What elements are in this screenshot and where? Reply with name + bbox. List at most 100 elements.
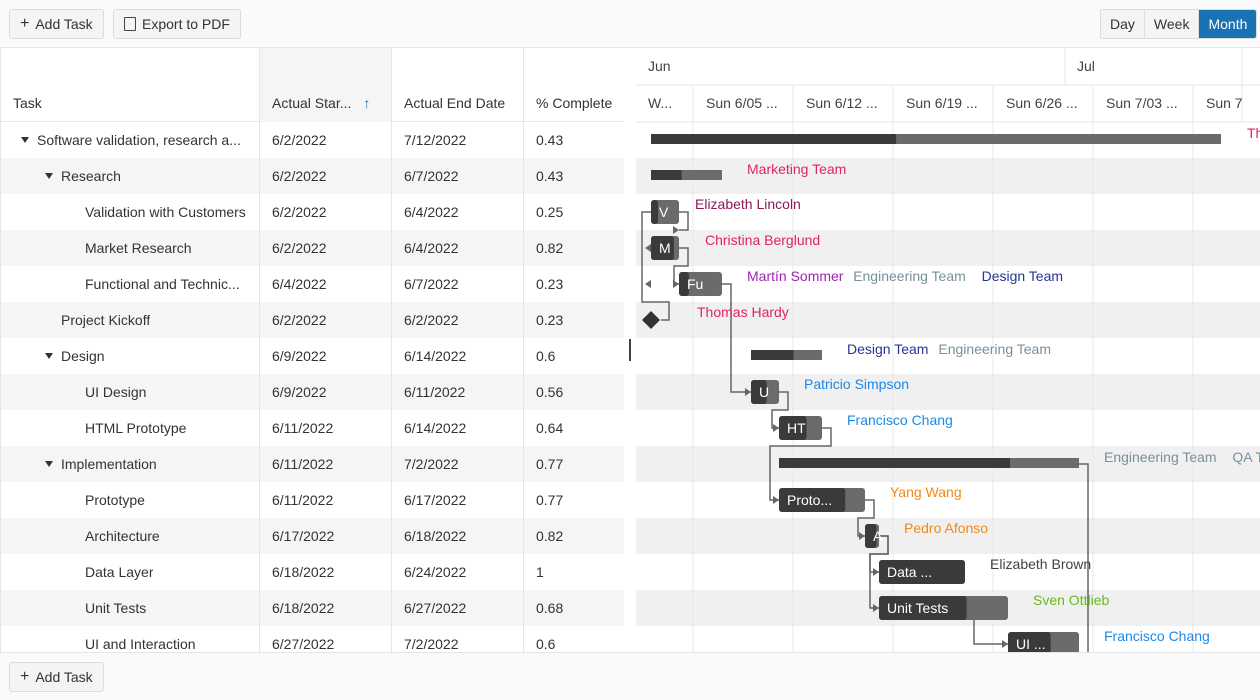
pdf-file-icon [124,17,136,31]
percent-complete-cell: 0.43 [536,168,564,184]
dependency-arrow [773,424,779,432]
resource-label: Engineering Team [853,268,966,284]
expand-toggle-icon[interactable] [21,137,29,143]
week-label: Sun 6/05 ... [706,95,778,111]
add-task-label: Add Task [35,669,93,685]
table-row[interactable]: Unit Tests 6/18/2022 6/27/2022 0.68 [1,590,624,626]
resource-label: QA Te [1232,449,1260,465]
timeline-row-band [636,302,1260,338]
table-row[interactable]: Data Layer 6/18/2022 6/24/2022 1 [1,554,624,590]
task-bar-progress [879,560,965,584]
expand-toggle-icon[interactable] [45,461,53,467]
start-date-cell: 6/11/2022 [260,446,392,482]
task-name: Market Research [85,240,192,256]
column-end-label: Actual End Date [404,95,506,111]
table-row[interactable]: Design 6/9/2022 6/14/2022 0.6 [1,338,624,374]
summary-bar-progress [651,134,897,144]
plus-icon: + [20,668,30,685]
dependency-line [641,211,670,321]
task-bar-progress [865,524,877,548]
start-date-cell: 6/27/2022 [260,626,392,652]
task-bar-label: Data ... [887,564,932,580]
table-row[interactable]: Prototype 6/11/2022 6/17/2022 0.77 [1,482,624,518]
end-date-cell: 6/7/2022 [392,266,524,302]
view-month-button[interactable]: Month [1199,10,1257,38]
table-row[interactable]: HTML Prototype 6/11/2022 6/14/2022 0.64 [1,410,624,446]
month-label: Jul [1077,58,1095,74]
column-header-actual-start[interactable]: Actual Star... ↑ [260,48,392,122]
export-pdf-button[interactable]: Export to PDF [113,9,241,39]
task-bar-progress [779,416,807,440]
task-name: Project Kickoff [61,312,151,328]
table-row[interactable]: Project Kickoff 6/2/2022 6/2/2022 0.23 [1,302,624,338]
column-task-label: Task [13,95,42,111]
view-day-button[interactable]: Day [1101,10,1145,38]
add-task-button-bottom[interactable]: + Add Task [9,662,104,692]
start-date-cell: 6/2/2022 [260,194,392,230]
sort-ascending-icon: ↑ [363,95,371,111]
end-date-cell: 6/27/2022 [392,590,524,626]
table-row[interactable]: Implementation 6/11/2022 7/2/2022 0.77 [1,446,624,482]
resource-label: Design Team [847,341,928,357]
grid-header: Task Actual Star... ↑ Actual End Date % C… [1,48,624,122]
dependency-arrow [645,244,651,252]
percent-complete-cell: 0.23 [536,276,564,292]
table-row[interactable]: UI and Interaction 6/27/2022 7/2/2022 0.6 [1,626,624,652]
expand-toggle-icon[interactable] [45,173,53,179]
task-name-cell: HTML Prototype [1,410,260,446]
dependency-arrow [873,568,879,576]
week-label: Sun 7/03 ... [1106,95,1178,111]
dependency-line [722,283,751,393]
start-date-cell: 6/17/2022 [260,518,392,554]
task-name: Functional and Technic... [85,276,240,292]
table-row[interactable]: Research 6/2/2022 6/7/2022 0.43 [1,158,624,194]
task-name: Unit Tests [85,600,147,616]
dependency-line [1079,463,1089,652]
resource-label: Engineering Team [938,341,1051,357]
table-row[interactable]: Software validation, research a... 6/2/20… [1,122,624,158]
week-label: Sun 6/19 ... [906,95,978,111]
resource-label: Marketing Team [747,161,846,177]
month-label: Jun [648,58,671,74]
add-task-button[interactable]: + Add Task [9,9,104,39]
task-name-cell: Design [1,338,260,374]
splitter[interactable] [624,48,636,652]
column-header-actual-end[interactable]: Actual End Date [392,48,524,122]
table-row[interactable]: Architecture 6/17/2022 6/18/2022 0.82 [1,518,624,554]
expand-toggle-icon[interactable] [45,353,53,359]
table-row[interactable]: UI Design 6/9/2022 6/11/2022 0.56 [1,374,624,410]
task-name: HTML Prototype [85,420,187,436]
table-row[interactable]: Validation with Customers 6/2/2022 6/4/202… [1,194,624,230]
column-header-percent-complete[interactable]: % Complete [524,48,624,122]
task-name: Design [61,348,105,364]
toolbar: + Add Task Export to PDF Day Week Month [0,0,1260,48]
splitter-handle[interactable] [629,339,631,361]
task-bar-label: M [659,240,671,256]
task-name-cell: Research [1,158,260,194]
task-bar-label: HT [787,420,806,436]
task-bar-label: Unit Tests [887,600,948,616]
percent-complete-cell: 0.6 [536,636,556,652]
dependency-line [769,427,832,501]
start-date-cell: 6/9/2022 [260,338,392,374]
summary-bar [651,170,722,180]
dependency-arrow [673,226,679,234]
percent-complete-cell: 0.23 [536,312,564,328]
resource-label: Sven Ottlieb [1033,592,1109,608]
task-name: Architecture [85,528,160,544]
percent-complete-cell: 0.43 [536,132,564,148]
milestone-diamond [642,311,660,329]
end-date-cell: 6/2/2022 [392,302,524,338]
percent-complete-cell: 0.6 [536,348,556,364]
timeline-row-band [636,230,1260,266]
end-date-cell: 6/18/2022 [392,518,524,554]
end-date-cell: 7/2/2022 [392,626,524,652]
task-name-cell: Unit Tests [1,590,260,626]
table-row[interactable]: Functional and Technic... 6/4/2022 6/7/202… [1,266,624,302]
column-header-task[interactable]: Task [1,48,260,122]
percent-complete-cell: 0.82 [536,240,564,256]
view-week-button[interactable]: Week [1144,10,1200,38]
table-row[interactable]: Market Research 6/2/2022 6/4/2022 0.82 [1,230,624,266]
end-date-cell: 6/17/2022 [392,482,524,518]
task-name: UI Design [85,384,147,400]
